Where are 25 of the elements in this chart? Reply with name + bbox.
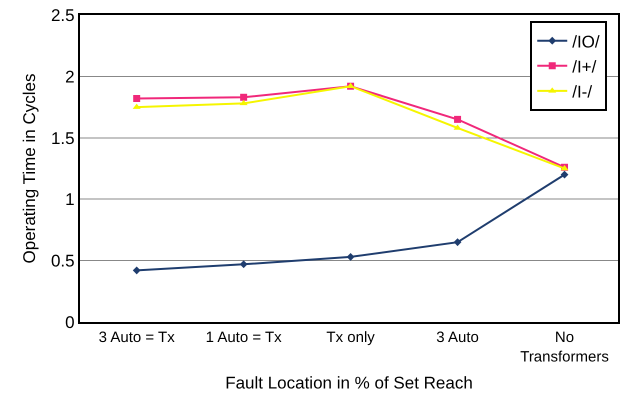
y-tick-label: 0 [65, 312, 75, 332]
x-tick-label: 3 Auto = Tx [98, 329, 176, 346]
x-tick-label: Tx only [326, 329, 376, 346]
x-tick-label: No Transformers [520, 329, 609, 366]
point [454, 238, 462, 246]
legend-label: /I+/ [572, 57, 597, 76]
point [133, 95, 140, 102]
y-tick-label: 1 [65, 190, 75, 210]
y-tick-label: 2.5 [50, 6, 75, 25]
point [454, 116, 462, 123]
x-axis-title: Fault Location in % of Set Reach [225, 373, 473, 392]
point [240, 100, 248, 106]
point [240, 260, 248, 268]
y-tick-label: 0.5 [50, 252, 75, 271]
point [346, 253, 354, 261]
point [240, 94, 248, 101]
y-axis-title: Operating Time in Cycles [20, 74, 39, 264]
y-tick-label: 1.5 [50, 128, 75, 148]
point [132, 266, 141, 274]
y-tick-label: 2 [65, 67, 75, 86]
legend-label: /IO/ [572, 32, 600, 52]
x-tick-label: 3 Auto [436, 329, 479, 346]
point [560, 170, 568, 179]
x-tick-label: 1 Auto = Tx [206, 329, 282, 346]
legend-label: /I-/ [572, 82, 592, 102]
